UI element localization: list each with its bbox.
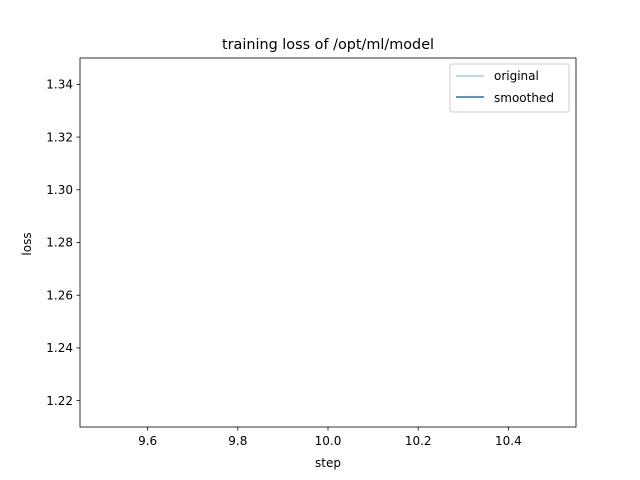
legend-label-smoothed: smoothed [494, 91, 554, 105]
x-tick-label: 10.0 [315, 434, 342, 448]
x-axis-ticks: 9.6 9.8 10.0 10.2 10.4 [138, 427, 522, 448]
y-axis-label: loss [20, 232, 34, 255]
y-tick-label: 1.22 [46, 394, 73, 408]
y-tick-label: 1.34 [46, 78, 73, 92]
legend: original smoothed [449, 63, 570, 113]
plot-frame [79, 57, 577, 428]
x-tick-label: 9.6 [138, 434, 157, 448]
legend-label-original: original [494, 69, 539, 83]
y-tick-label: 1.24 [46, 341, 73, 355]
y-tick-label: 1.32 [46, 130, 73, 144]
x-axis-label: step [315, 456, 341, 470]
y-tick-label: 1.30 [46, 183, 73, 197]
x-tick-label: 10.2 [405, 434, 432, 448]
y-tick-label: 1.26 [46, 288, 73, 302]
y-axis-ticks: 1.22 1.24 1.26 1.28 1.30 1.32 1.34 [46, 78, 80, 408]
x-tick-label: 9.8 [228, 434, 247, 448]
chart-title: training loss of /opt/ml/model [222, 37, 434, 53]
y-tick-label: 1.28 [46, 236, 73, 250]
x-tick-label: 10.4 [495, 434, 522, 448]
